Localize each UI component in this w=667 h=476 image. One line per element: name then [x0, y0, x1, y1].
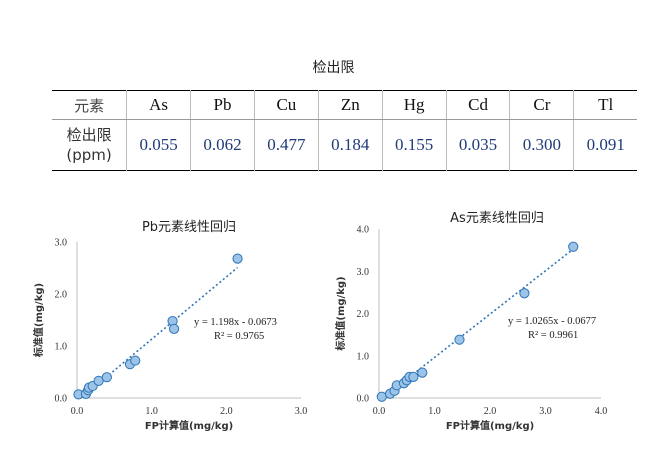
detection-limit-value: 0.300	[509, 119, 574, 171]
detection-limit-value: 0.184	[317, 119, 383, 171]
r-squared-label: R² = 0.9961	[528, 330, 578, 341]
element-header: Zn	[317, 90, 383, 120]
element-header: Tl	[573, 90, 637, 120]
detection-limit-table: 元素 As Pb Cu Zn Hg Cd Cr Tl 检出限 (ppm) 0.0…	[52, 90, 637, 171]
y-axis-title: 标准值(mg/kg)	[334, 276, 347, 351]
y-tick-label: 1.0	[357, 351, 370, 362]
detection-limit-value: 0.035	[445, 119, 510, 171]
data-point	[232, 253, 243, 264]
y-tick-label: 1.0	[55, 342, 68, 353]
x-axis-title: FP计算值(mg/kg)	[446, 419, 534, 432]
trendline	[87, 266, 239, 393]
x-tick-label: 2.0	[220, 406, 233, 417]
x-tick-label: 3.0	[539, 406, 552, 417]
data-point	[101, 372, 112, 383]
row-label-line2: (ppm)	[66, 146, 112, 164]
detection-limit-value: 0.091	[573, 119, 637, 171]
x-tick-label: 2.0	[484, 406, 497, 417]
element-header: As	[126, 90, 191, 120]
x-tick-label: 1.0	[145, 406, 158, 417]
element-header: Hg	[381, 90, 447, 120]
y-tick-label: 3.0	[357, 267, 370, 278]
y-tick-label: 0.0	[55, 394, 68, 405]
chart-title: Pb元素线性回归	[142, 220, 236, 235]
element-header: Cr	[509, 90, 574, 120]
chart-title: As元素线性回归	[450, 211, 544, 226]
x-tick-label: 0.0	[71, 406, 84, 417]
y-tick-label: 4.0	[357, 225, 370, 236]
x-tick-label: 4.0	[595, 406, 608, 417]
data-point	[417, 367, 428, 378]
y-tick-label: 0.0	[357, 394, 370, 405]
element-header: Cd	[445, 90, 510, 120]
detection-limit-value: 0.062	[190, 119, 255, 171]
trendline	[384, 248, 574, 398]
x-tick-label: 1.0	[428, 406, 441, 417]
data-point	[376, 391, 387, 402]
data-point	[454, 334, 465, 345]
table-header-row: 元素 As Pb Cu Zn Hg Cd Cr Tl	[52, 90, 637, 120]
data-point	[519, 288, 530, 299]
data-point	[408, 371, 419, 382]
trendline-equation: y = 1.0265x - 0.0677	[508, 316, 596, 327]
page-title: 检出限	[312, 60, 355, 76]
x-axis-title: FP计算值(mg/kg)	[145, 419, 233, 432]
detection-limit-value: 0.055	[126, 119, 191, 171]
detection-limit-value: 0.477	[253, 119, 319, 171]
element-header: Pb	[190, 90, 255, 120]
element-header: Cu	[253, 90, 319, 120]
data-point	[93, 375, 104, 386]
table-value-row: 检出限 (ppm) 0.055 0.062 0.477 0.184 0.155 …	[52, 119, 637, 171]
y-tick-label: 2.0	[55, 290, 68, 301]
row-label: 检出限 (ppm)	[52, 120, 127, 171]
trendline-equation: y = 1.198x - 0.0673	[194, 317, 277, 328]
y-axis-title: 标准值(mg/kg)	[32, 283, 45, 358]
row-label-line1: 检出限	[66, 126, 112, 144]
x-tick-label: 0.0	[373, 406, 386, 417]
data-point	[568, 241, 579, 252]
y-tick-label: 2.0	[357, 309, 370, 320]
x-tick-label: 3.0	[295, 406, 308, 417]
header-label: 元素	[52, 90, 127, 120]
r-squared-label: R² = 0.9765	[214, 331, 264, 342]
y-tick-label: 3.0	[55, 238, 68, 249]
data-point	[168, 323, 180, 334]
data-point	[130, 355, 141, 366]
detection-limit-value: 0.155	[381, 119, 447, 171]
